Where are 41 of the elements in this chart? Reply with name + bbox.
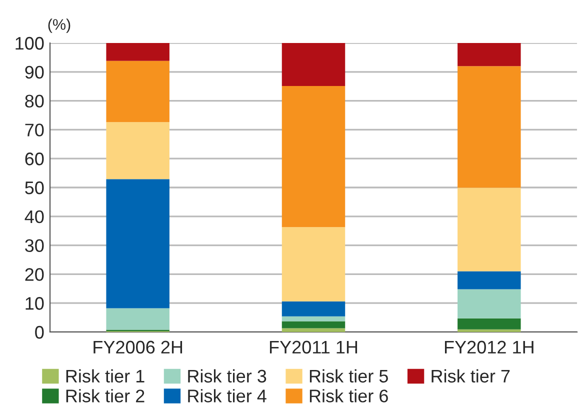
bar — [458, 66, 521, 188]
bar — [282, 43, 346, 86]
y-tick-label: 40 — [24, 210, 44, 224]
legend-label: Risk tier 2 — [66, 389, 144, 402]
y-tick-label: 100 — [16, 36, 44, 50]
legend-label: Risk tier 5 — [310, 369, 388, 383]
bar — [458, 318, 521, 330]
bar — [458, 188, 521, 272]
y-tick-label: 50 — [25, 181, 44, 194]
y-tick-label: 90 — [25, 66, 44, 79]
bar — [282, 86, 346, 228]
bar — [106, 60, 170, 122]
y-tick-label: 20 — [25, 268, 44, 281]
legend-label: Risk tier 4 — [188, 389, 266, 402]
y-tick-label: 0 — [35, 326, 44, 339]
y-tick-label: 60 — [25, 152, 44, 166]
bar — [106, 308, 170, 330]
y-axis-title: (%) — [48, 18, 70, 33]
bar — [458, 43, 521, 66]
legend-label: Risk tier 1 — [66, 369, 144, 383]
bar — [106, 122, 170, 180]
bar — [106, 43, 170, 61]
legend-label: Risk tier 7 — [432, 369, 510, 383]
y-tick-label: 70 — [25, 124, 44, 136]
bar — [282, 227, 346, 302]
y-tick-label: 10 — [26, 297, 44, 310]
x-tick-label: FY2011 1H — [270, 340, 358, 354]
bar — [458, 289, 521, 318]
bar — [458, 329, 521, 332]
bar — [282, 328, 346, 332]
legend-label: Risk tier 3 — [188, 369, 266, 383]
y-tick-label: 80 — [25, 94, 44, 108]
x-tick-label: FY2006 2H — [94, 340, 182, 354]
bar — [458, 271, 521, 290]
bar — [282, 316, 346, 322]
bar — [282, 301, 346, 316]
bar — [106, 179, 170, 308]
y-tick-label: 30 — [25, 239, 44, 252]
legend-label: Risk tier 6 — [310, 389, 388, 402]
bar — [282, 321, 346, 328]
x-tick-label: FY2012 1H — [444, 340, 534, 354]
